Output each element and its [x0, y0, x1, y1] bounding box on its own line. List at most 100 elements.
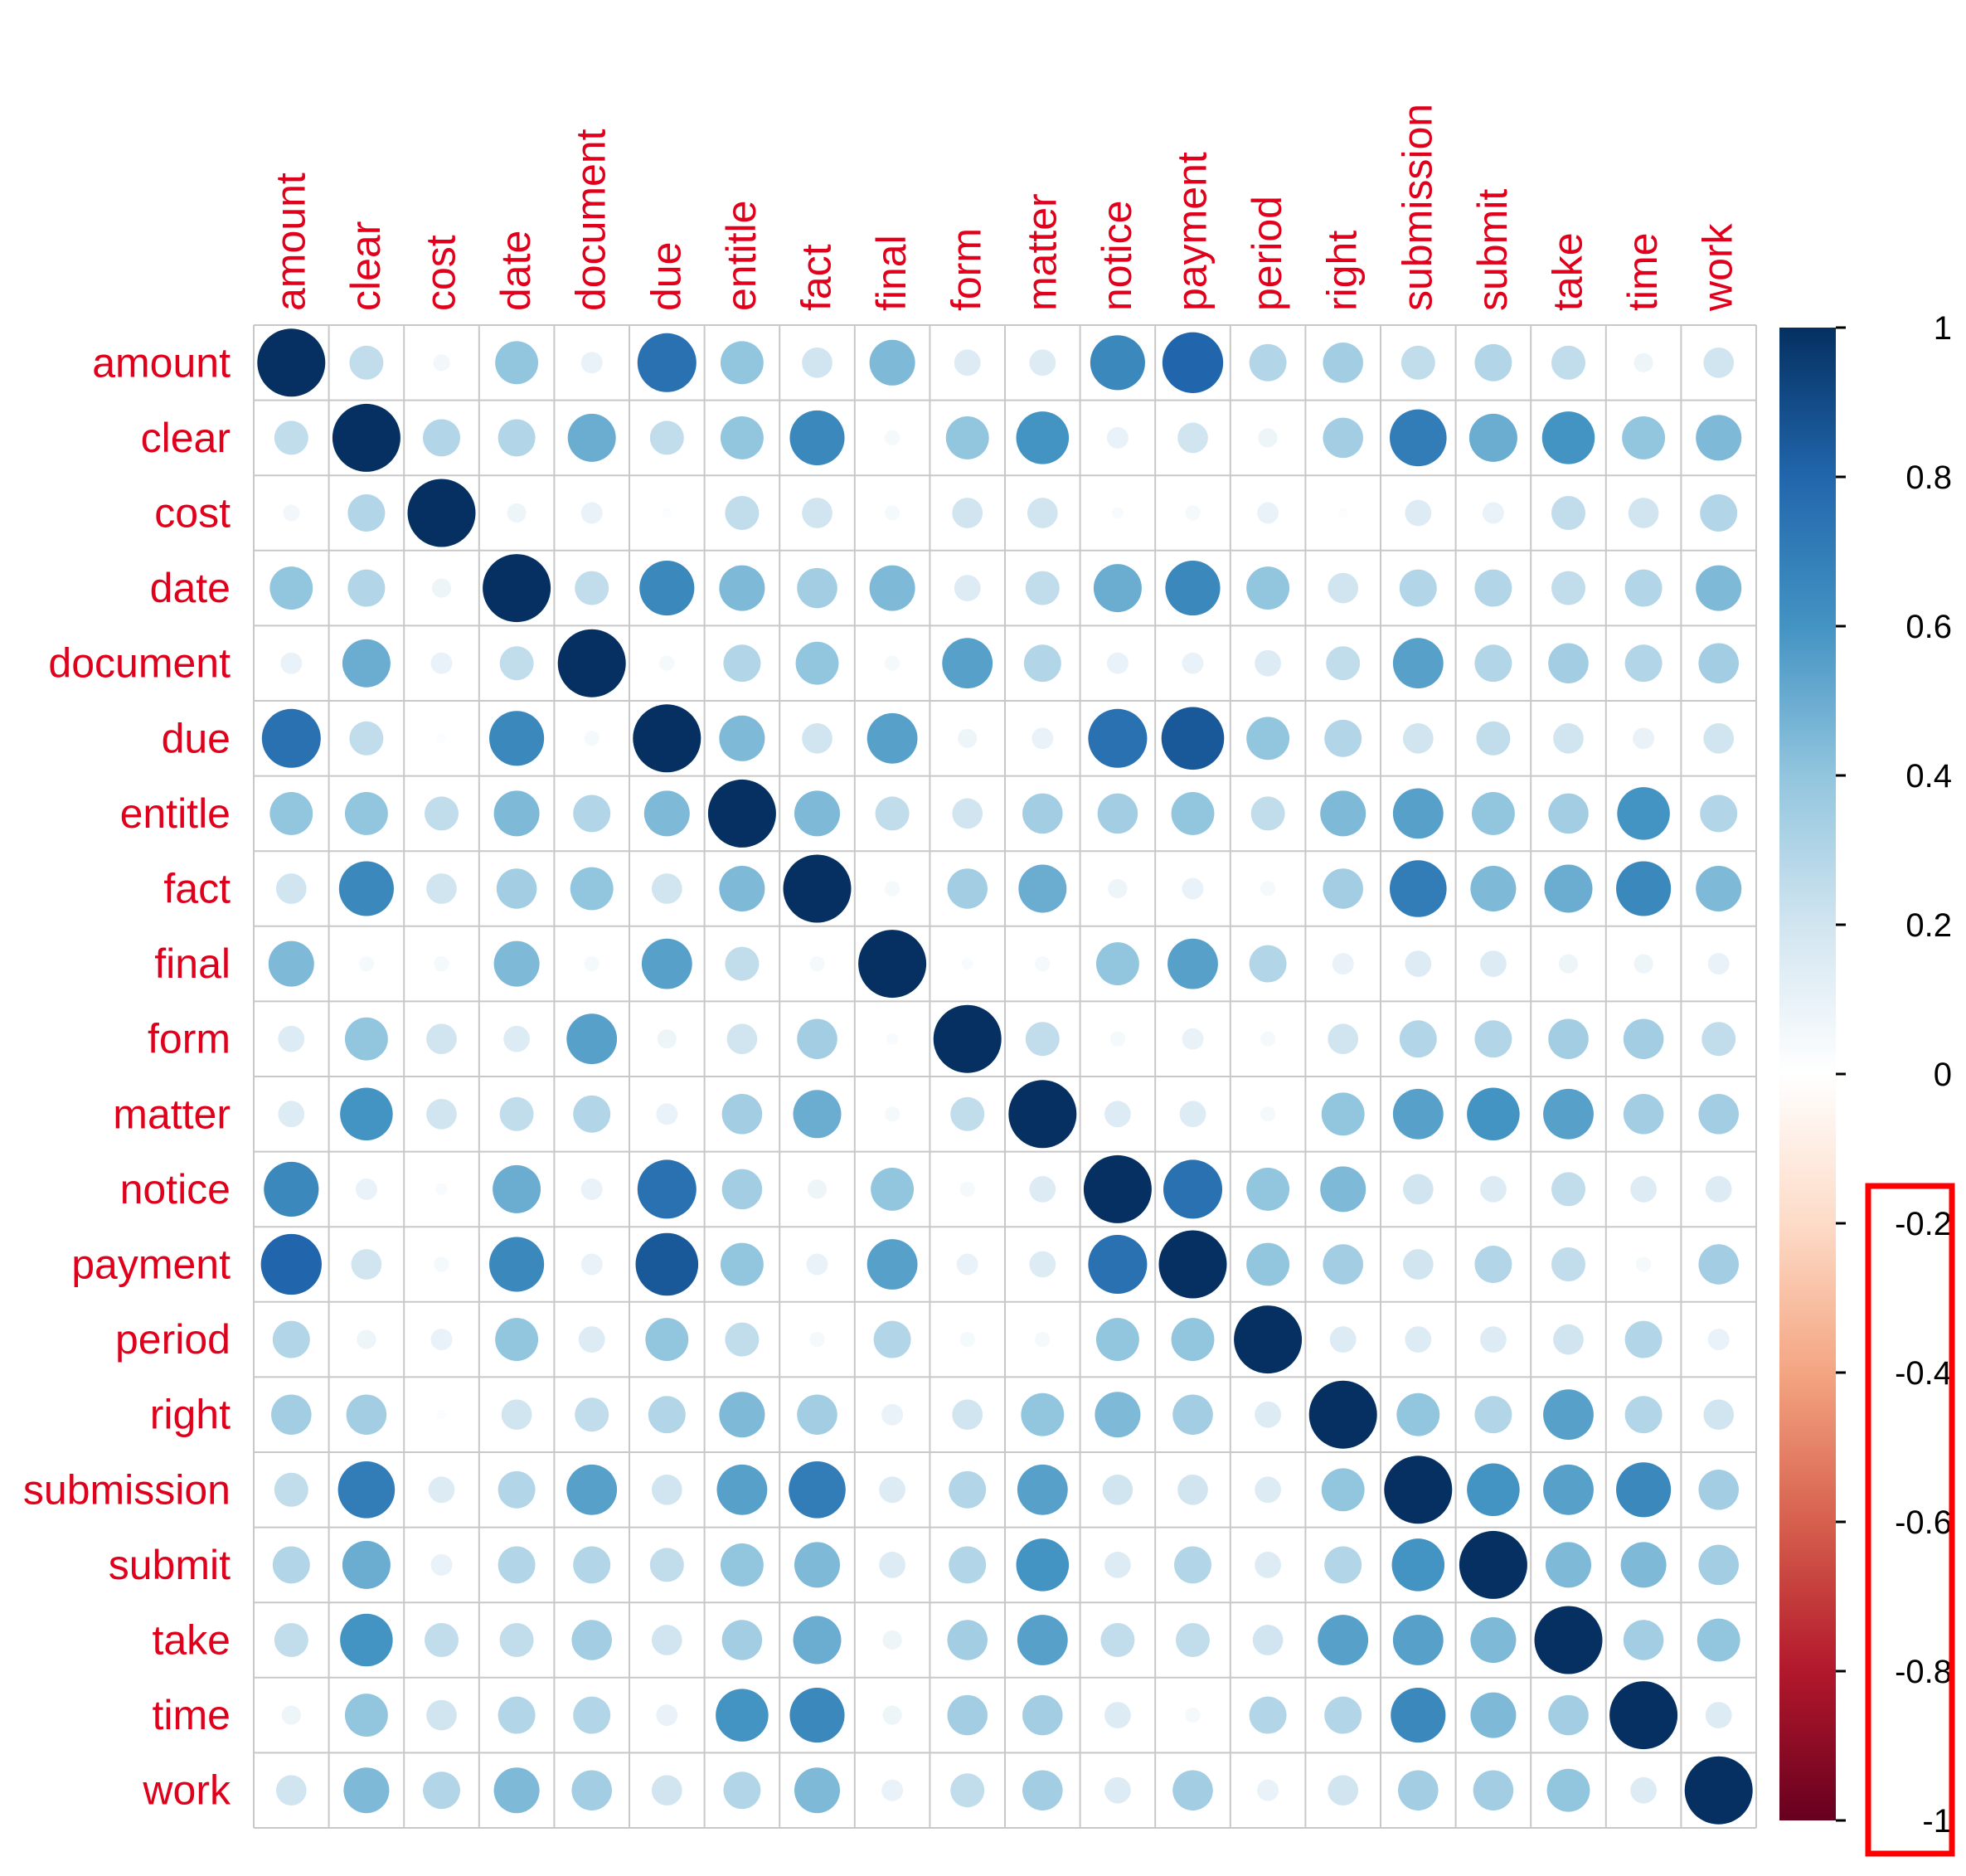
row-label-matter: matter: [113, 1091, 231, 1137]
corr-circle-take-work: [1697, 1618, 1740, 1662]
corr-circle-date-cost: [431, 578, 452, 598]
corr-circle-cost-matter: [1027, 498, 1058, 528]
corr-circle-due-due: [633, 704, 701, 773]
corr-circle-date-time: [1624, 569, 1663, 607]
corr-circle-time-final: [882, 1705, 902, 1725]
corr-circle-submission-due: [651, 1474, 682, 1505]
corr-circle-clear-clear: [332, 403, 400, 472]
corr-circle-form-document: [566, 1013, 618, 1065]
corr-circle-payment-take: [1551, 1247, 1585, 1281]
corr-circle-final-submit: [1480, 950, 1507, 977]
corr-circle-amount-entitle: [720, 341, 764, 385]
row-label-clear: clear: [141, 415, 231, 461]
corr-circle-cost-work: [1700, 494, 1738, 532]
corr-circle-take-date: [499, 1623, 534, 1657]
corr-circle-take-entitle: [721, 1620, 763, 1660]
corr-circle-right-cost: [436, 1409, 447, 1420]
corr-circle-cost-clear: [347, 494, 386, 532]
corr-circle-period-amount: [272, 1320, 310, 1358]
col-label-payment: payment: [1169, 152, 1216, 311]
corr-circle-cost-take: [1551, 496, 1585, 530]
corr-circle-period-due: [645, 1318, 689, 1362]
corr-circle-work-date: [493, 1767, 540, 1814]
corr-circle-submit-clear: [342, 1540, 391, 1589]
corr-circle-date-fact: [797, 567, 837, 609]
corr-circle-work-final: [881, 1779, 904, 1801]
corr-circle-form-matter: [1025, 1022, 1060, 1057]
corr-circle-date-take: [1551, 571, 1585, 605]
corr-circle-take-final: [882, 1630, 902, 1650]
corr-circle-clear-entitle: [720, 416, 764, 459]
corr-circle-date-document: [575, 571, 609, 605]
corr-circle-clear-work: [1696, 415, 1742, 461]
corr-circle-entitle-notice: [1097, 793, 1138, 834]
corr-circle-due-matter: [1032, 727, 1054, 750]
corr-circle-right-due: [648, 1396, 686, 1434]
corr-circle-payment-payment: [1158, 1230, 1227, 1299]
colorbar-label: 0.6: [1905, 609, 1952, 645]
corr-circle-matter-right: [1321, 1092, 1365, 1136]
corr-circle-notice-amount: [264, 1161, 319, 1217]
corr-circle-amount-payment: [1162, 332, 1224, 393]
corr-circle-submission-date: [498, 1470, 536, 1509]
corr-circle-fact-submission: [1390, 860, 1447, 917]
corr-circle-time-entitle: [716, 1689, 769, 1742]
corr-circle-matter-payment: [1179, 1101, 1206, 1128]
corr-circle-right-take: [1543, 1389, 1594, 1441]
corr-circle-amount-due: [637, 333, 697, 392]
corr-circle-matter-take: [1543, 1088, 1594, 1140]
corr-circle-notice-right: [1320, 1166, 1366, 1213]
corr-circle-work-take: [1546, 1768, 1590, 1812]
corr-circle-notice-period: [1246, 1167, 1290, 1211]
row-label-document: document: [48, 640, 231, 687]
corr-circle-submission-payment: [1177, 1474, 1208, 1505]
corr-circle-final-time: [1633, 954, 1653, 974]
corr-circle-entitle-entitle: [707, 779, 776, 848]
corr-circle-work-due: [651, 1775, 682, 1806]
corr-circle-period-cost: [430, 1329, 453, 1351]
matrix-grid: [253, 324, 1757, 1829]
corr-circle-amount-matter: [1029, 349, 1056, 377]
corr-circle-take-take: [1534, 1606, 1603, 1674]
corr-circle-notice-clear: [355, 1178, 377, 1200]
corr-circle-final-clear: [358, 955, 375, 972]
corr-circle-entitle-matter: [1022, 793, 1063, 834]
col-label-time: time: [1619, 233, 1666, 311]
corr-circle-matter-form: [950, 1096, 985, 1131]
corr-circle-right-time: [1624, 1396, 1663, 1434]
corr-circle-payment-notice: [1088, 1234, 1148, 1295]
corr-circle-clear-submission: [1390, 409, 1447, 467]
corr-circle-time-amount: [281, 1705, 301, 1725]
corr-circle-submit-final: [879, 1552, 905, 1578]
corr-circle-submit-notice: [1104, 1552, 1131, 1578]
corr-circle-entitle-take: [1548, 793, 1589, 834]
corr-circle-period-time: [1624, 1320, 1663, 1358]
corr-circle-submit-submission: [1391, 1538, 1445, 1592]
corr-circle-date-form: [954, 575, 981, 601]
corr-circle-final-work: [1707, 953, 1730, 975]
corr-circle-date-submit: [1474, 569, 1512, 607]
corr-circle-submit-form: [949, 1546, 987, 1584]
corr-circle-period-fact: [809, 1331, 825, 1348]
corr-circle-take-submission: [1392, 1615, 1444, 1665]
corr-circle-fact-right: [1323, 868, 1363, 909]
corr-circle-cost-final: [884, 505, 900, 521]
corr-circle-fact-period: [1260, 881, 1276, 897]
corr-circle-final-entitle: [725, 946, 760, 981]
row-label-form: form: [148, 1016, 231, 1062]
corr-circle-submit-document: [573, 1546, 611, 1584]
corr-circle-amount-fact: [802, 347, 833, 378]
corr-circle-document-payment: [1182, 652, 1204, 674]
corr-circle-matter-cost: [426, 1098, 457, 1130]
corr-circle-document-work: [1698, 643, 1739, 683]
corr-circle-fact-matter: [1018, 864, 1067, 913]
colorbar-label: -1: [1922, 1803, 1952, 1840]
corr-circle-due-cost: [436, 733, 447, 744]
corr-circle-cost-due: [662, 508, 672, 518]
corr-circle-work-submit: [1473, 1770, 1514, 1810]
corr-circle-right-right: [1308, 1380, 1377, 1449]
row-label-right: right: [150, 1392, 231, 1438]
corr-circle-submission-fact: [789, 1461, 846, 1519]
corr-circle-due-time: [1633, 727, 1655, 750]
